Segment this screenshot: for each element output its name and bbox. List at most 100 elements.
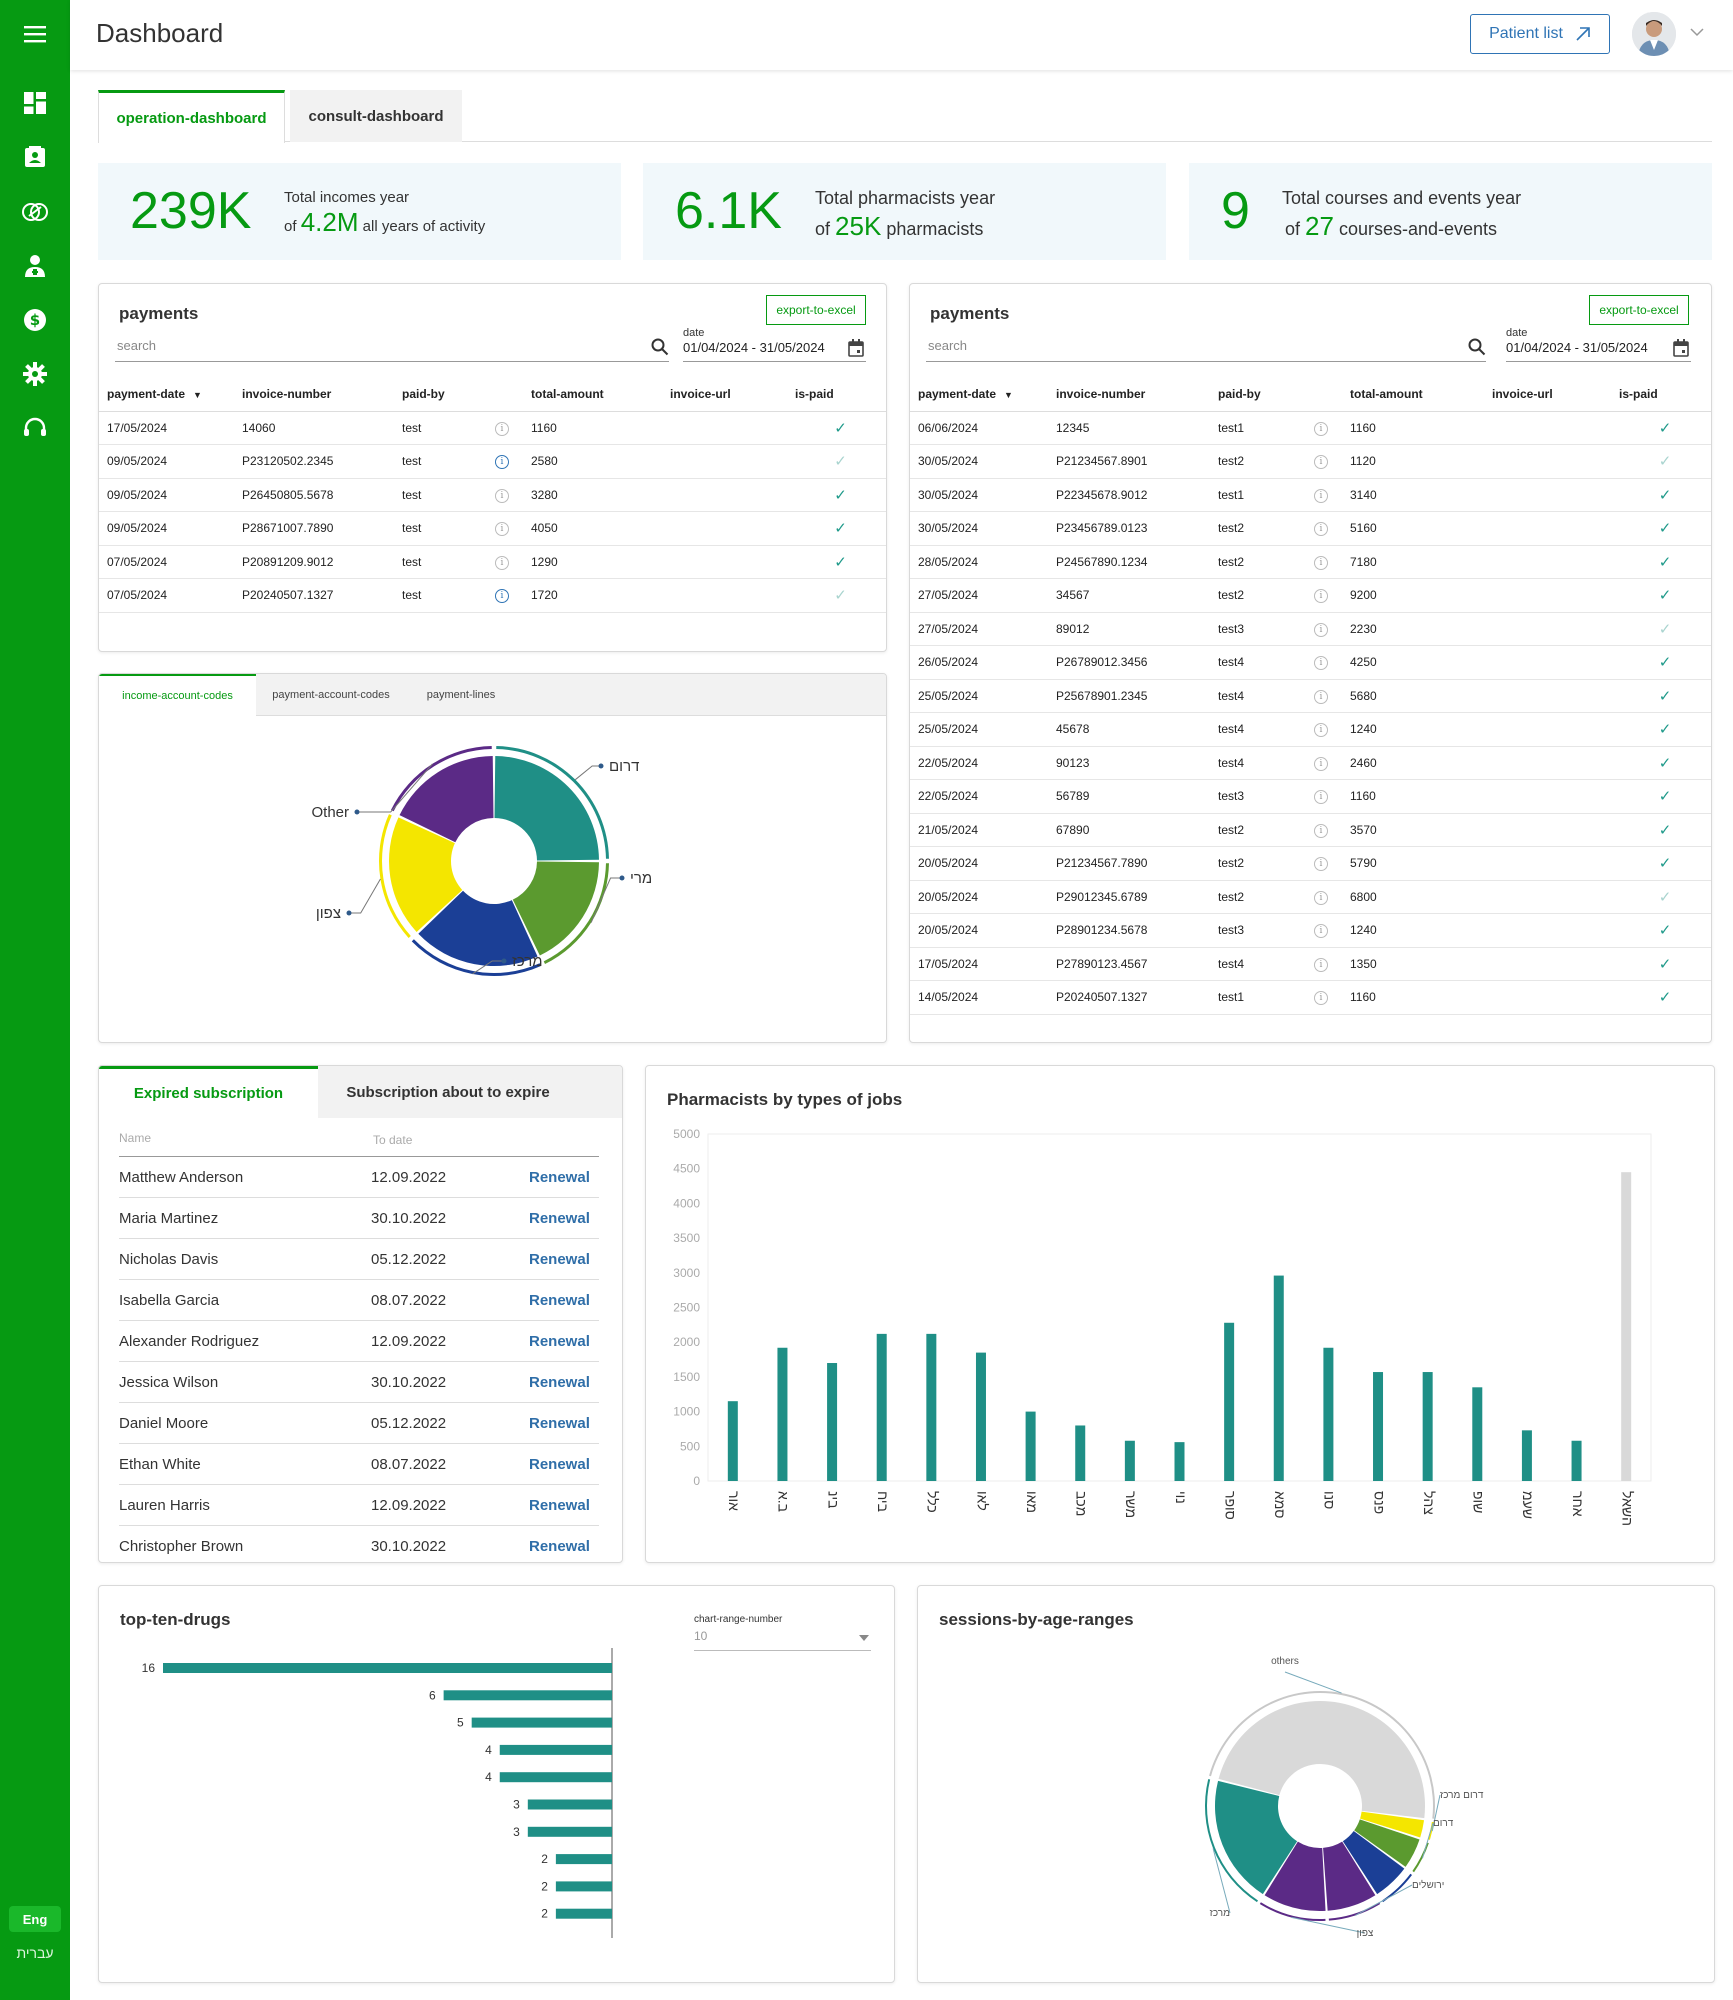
language-hebrew-button[interactable]: עברית [16,1945,54,1961]
table-row[interactable]: 09/05/2024 P26450805.5678 test i 3280 ✓ [99,478,886,512]
renewal-link[interactable]: Renewal [529,1333,590,1350]
tab-income-account-codes[interactable]: income-account-codes [99,674,256,716]
bar[interactable] [163,1663,612,1673]
donut-slice[interactable] [1264,1841,1326,1911]
table-row[interactable]: 30/05/2024 P21234567.8901 test2 i 1120 ✓ [910,444,1711,479]
export-to-excel-button[interactable]: export-to-excel [1589,295,1689,325]
info-icon[interactable]: i [1314,723,1328,738]
renewal-link[interactable]: Renewal [529,1415,590,1432]
bar[interactable] [975,1352,986,1481]
tab-consult-dashboard[interactable]: consult-dashboard [290,90,462,142]
info-icon[interactable]: i [1314,488,1328,503]
menu-icon[interactable] [20,19,50,49]
invoice-url-cell[interactable] [1484,545,1611,579]
info-icon[interactable]: i [1314,857,1328,872]
column-header[interactable]: invoice-url [662,377,787,412]
bar[interactable] [876,1333,887,1481]
pharmacist-icon[interactable] [20,251,50,281]
invoice-url-cell[interactable] [662,545,787,579]
column-header[interactable]: payment-date ▼ [99,377,234,412]
invoice-url-cell[interactable] [1484,880,1611,914]
invoice-url-cell[interactable] [1484,846,1611,881]
table-row[interactable]: 17/05/2024 P27890123.4567 test4 i 1350 ✓ [910,947,1711,981]
calendar-icon[interactable] [848,339,864,357]
bar[interactable] [926,1333,937,1481]
bar[interactable] [777,1347,788,1481]
column-header[interactable]: is-paid [1611,377,1711,412]
table-row[interactable]: 20/05/2024 P21234567.7890 test2 i 5790 ✓ [910,846,1711,881]
table-row[interactable]: 25/05/2024 P25678901.2345 test4 i 5680 ✓ [910,679,1711,713]
tab-payment-lines[interactable]: payment-lines [426,689,496,701]
table-row[interactable]: 30/05/2024 P22345678.9012 test1 i 3140 ✓ [910,478,1711,512]
search-input[interactable]: search [115,332,669,362]
date-range-input[interactable]: 01/04/2024 - 31/05/2024 [1506,332,1691,362]
table-row[interactable]: 30/05/2024 P23456789.0123 test2 i 5160 ✓ [910,511,1711,546]
info-icon[interactable]: i [495,555,509,570]
invoice-url-cell[interactable] [1484,679,1611,713]
language-english-button[interactable]: Eng [9,1906,61,1932]
bar[interactable] [1025,1411,1036,1481]
invoice-url-cell[interactable] [1484,411,1611,445]
bar[interactable] [727,1401,738,1481]
invoice-url-cell[interactable] [1484,746,1611,780]
bar[interactable] [471,1717,612,1728]
date-range-input[interactable]: 01/04/2024 - 31/05/2024 [683,332,866,362]
info-icon[interactable]: i [1314,823,1328,838]
donut-slice[interactable] [1354,1819,1420,1867]
export-to-excel-button[interactable]: export-to-excel [766,295,866,325]
donut-slice[interactable] [1360,1811,1425,1838]
donut-slice[interactable] [512,861,599,956]
column-header[interactable]: is-paid [787,377,886,412]
table-row[interactable]: 07/05/2024 P20240507.1327 test i 1720 ✓ [99,578,886,613]
table-row[interactable]: 25/05/2024 45678 test4 i 1240 ✓ [910,712,1711,747]
invoice-url-cell[interactable] [662,578,787,613]
table-row[interactable]: 09/05/2024 P23120502.2345 test i 2580 ✓ [99,444,886,479]
info-icon[interactable]: i [1314,656,1328,671]
donut-slice[interactable] [399,756,494,843]
invoice-url-cell[interactable] [1484,478,1611,512]
invoice-url-cell[interactable] [1484,947,1611,981]
bar[interactable] [1075,1425,1086,1481]
table-row[interactable]: 20/05/2024 P29012345.6789 test2 i 6800 ✓ [910,880,1711,914]
bar[interactable] [1273,1275,1284,1481]
table-row[interactable]: 06/06/2024 12345 test1 i 1160 ✓ [910,411,1711,445]
table-row[interactable]: 22/05/2024 90123 test4 i 2460 ✓ [910,746,1711,780]
info-icon[interactable]: i [1314,957,1328,972]
donut-slice[interactable] [1323,1841,1376,1911]
invoice-url-cell[interactable] [662,444,787,479]
table-row[interactable]: 26/05/2024 P26789012.3456 test4 i 4250 ✓ [910,645,1711,680]
invoice-url-cell[interactable] [1484,980,1611,1015]
column-header[interactable]: paid-by [394,377,487,412]
bar[interactable] [499,1772,612,1783]
info-icon[interactable]: i [495,589,509,604]
bar[interactable] [443,1690,612,1701]
column-header[interactable]: total-amount [523,377,662,412]
info-icon[interactable]: i [1314,991,1328,1006]
patient-list-button[interactable]: Patient list [1470,14,1610,54]
renewal-link[interactable]: Renewal [529,1210,590,1227]
invoice-url-cell[interactable] [1484,645,1611,680]
invoice-url-cell[interactable] [1484,612,1611,646]
renewal-link[interactable]: Renewal [529,1251,590,1268]
info-icon[interactable]: i [1314,756,1328,771]
search-input[interactable]: search [926,332,1486,362]
chevron-down-icon[interactable] [1690,24,1704,42]
chart-range-select[interactable]: 10 [694,1621,871,1651]
table-row[interactable]: 14/05/2024 P20240507.1327 test1 i 1160 ✓ [910,980,1711,1015]
table-row[interactable]: 20/05/2024 P28901234.5678 test3 i 1240 ✓ [910,913,1711,948]
invoice-url-cell[interactable] [1484,779,1611,814]
renewal-link[interactable]: Renewal [529,1374,590,1391]
tab-payment-account-codes[interactable]: payment-account-codes [272,689,390,701]
table-row[interactable]: 21/05/2024 67890 test2 i 3570 ✓ [910,813,1711,847]
bar[interactable] [1521,1430,1532,1481]
info-icon[interactable]: i [1314,555,1328,570]
invoice-url-cell[interactable] [662,478,787,512]
bar[interactable] [1174,1442,1185,1481]
bar[interactable] [1571,1440,1582,1481]
donut-slice[interactable] [389,817,463,932]
invoice-url-cell[interactable] [1484,578,1611,613]
table-row[interactable]: 07/05/2024 P20891209.9012 test i 1290 ✓ [99,545,886,579]
dropdown-arrow-icon[interactable] [859,1635,869,1641]
donut-slice[interactable] [418,890,538,966]
table-row[interactable]: 22/05/2024 56789 test3 i 1160 ✓ [910,779,1711,814]
